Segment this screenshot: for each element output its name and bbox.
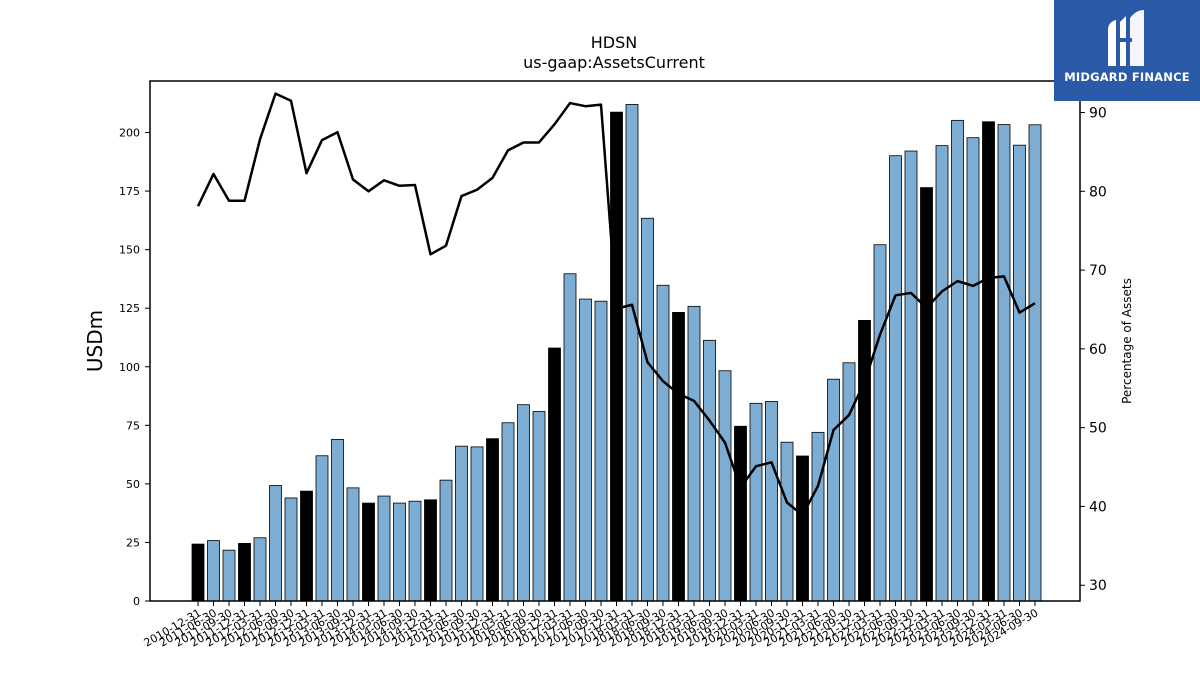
bar <box>997 124 1011 602</box>
bar <box>315 455 329 602</box>
bar <box>935 145 949 602</box>
bar <box>796 455 809 602</box>
y-tick-label: 125 <box>119 302 140 315</box>
bar <box>811 431 825 602</box>
bar <box>470 446 484 602</box>
y2-tick-label: 40 <box>1089 499 1107 515</box>
left-axis: 0 25 50 75 100 125 150 175 200 <box>119 127 150 608</box>
y2-tick-label: 80 <box>1089 184 1107 200</box>
plot-frame <box>149 80 1081 602</box>
y-tick-label: 100 <box>119 361 140 374</box>
bar <box>579 298 592 602</box>
bar <box>734 425 747 602</box>
bar <box>362 502 375 602</box>
bar <box>749 402 763 602</box>
bar <box>641 217 654 602</box>
bar <box>393 502 406 602</box>
bar <box>439 479 453 602</box>
brand-logo: MIDGARD FINANCE <box>1054 0 1200 101</box>
bar <box>331 438 344 602</box>
bar <box>222 549 236 602</box>
bar <box>408 500 422 602</box>
bar <box>827 378 840 602</box>
y2-axis-label: Percentage of Assets <box>1120 278 1134 404</box>
bar <box>548 347 561 602</box>
bar <box>238 542 251 602</box>
y-tick-label: 25 <box>126 536 140 549</box>
bar <box>982 121 995 602</box>
bar <box>858 319 871 602</box>
bar <box>346 487 360 602</box>
bar <box>269 485 282 602</box>
bar <box>501 422 515 602</box>
bar <box>625 104 639 602</box>
bar <box>966 137 980 602</box>
bar <box>284 497 298 602</box>
bar <box>672 312 685 602</box>
y-tick-label: 150 <box>119 244 140 257</box>
bar <box>207 540 220 602</box>
bar <box>656 284 670 602</box>
bar <box>191 543 205 602</box>
bar <box>780 441 794 602</box>
y2-tick-label: 90 <box>1089 106 1107 122</box>
bar <box>563 273 577 602</box>
bar <box>765 401 778 602</box>
bar <box>1013 144 1026 602</box>
bar <box>703 339 716 602</box>
bar <box>253 537 267 602</box>
bar <box>920 187 933 602</box>
y-axis-label: USDm <box>83 310 107 372</box>
y-tick-label: 200 <box>119 127 140 140</box>
bar <box>1028 124 1042 602</box>
y2-tick-label: 70 <box>1089 263 1107 279</box>
right-axis: 30 40 50 60 70 80 90 <box>1080 106 1107 594</box>
chart-title: HDSN <box>591 33 637 52</box>
bars-layer <box>191 104 1042 602</box>
y-tick-label: 50 <box>126 478 140 491</box>
y-tick-label: 0 <box>133 595 140 608</box>
y2-tick-label: 30 <box>1089 578 1107 594</box>
x-axis: 2010-12-312011-06-302011-09-302011-12-31… <box>142 601 1041 650</box>
bar <box>424 499 437 602</box>
bar <box>718 370 732 602</box>
brand-name: MIDGARD FINANCE <box>1064 70 1190 84</box>
bar <box>486 438 499 602</box>
bar <box>873 244 887 602</box>
midgard-logo-icon <box>1108 10 1144 66</box>
bar <box>610 111 623 602</box>
line-layer <box>196 92 1036 517</box>
bar <box>300 490 313 602</box>
y-tick-label: 175 <box>119 185 140 198</box>
bar <box>594 300 608 602</box>
bar <box>904 150 918 602</box>
y2-tick-label: 60 <box>1089 342 1107 358</box>
bar <box>951 119 964 602</box>
bar <box>842 362 856 602</box>
y2-tick-label: 50 <box>1089 421 1107 437</box>
y-tick-label: 75 <box>126 419 140 432</box>
bar <box>889 155 902 602</box>
bar <box>377 495 391 602</box>
bar <box>532 411 546 602</box>
series-line <box>196 92 1036 517</box>
bar <box>455 445 468 602</box>
chart-subtitle: us-gaap:AssetsCurrent <box>523 53 705 72</box>
bar <box>517 404 530 602</box>
bar <box>687 305 701 602</box>
